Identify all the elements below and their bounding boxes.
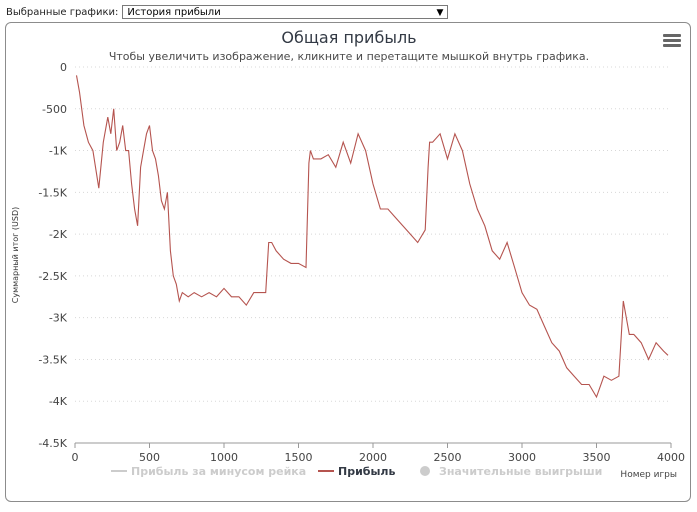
chart-selector-bar: Выбранные графики: История прибыли ▼ <box>6 4 449 20</box>
x-tick-label: 2000 <box>359 451 387 464</box>
legend-item-label[interactable]: Прибыль <box>338 465 395 478</box>
legend-item-label[interactable]: Значительные выигрыши <box>439 465 602 478</box>
chart-subtitle: Чтобы увеличить изображение, кликните и … <box>108 50 590 63</box>
hamburger-menu-icon[interactable] <box>663 34 681 48</box>
x-tick-label: 4000 <box>657 451 685 464</box>
x-tick-label: 0 <box>72 451 79 464</box>
y-tick-label: -500 <box>42 103 67 116</box>
chart-panel: Общая прибыль Чтобы увеличить изображени… <box>5 22 691 502</box>
y-axis-title: Суммарный итог (USD) <box>11 207 20 304</box>
x-axis-title: Номер игры <box>620 470 677 480</box>
legend-item-label[interactable]: Прибыль за минусом рейка <box>131 465 306 478</box>
y-tick-label: -1K <box>49 145 68 158</box>
y-tick-label: -2.5K <box>38 270 67 283</box>
chart-svg[interactable]: 0 -500 -1K -1.5K -2K -2.5K -3K -3.5K -4K -4.5K 0 50… <box>6 23 692 503</box>
x-tick-label: 3500 <box>583 451 611 464</box>
x-tick-label: 1000 <box>210 451 238 464</box>
chart-title: Общая прибыль <box>281 28 417 47</box>
y-tick-label: -2K <box>49 228 68 241</box>
x-tick-label: 500 <box>139 451 160 464</box>
x-tick-label: 3000 <box>508 451 536 464</box>
x-tick-label: 2500 <box>434 451 462 464</box>
y-tick-label: -3K <box>49 312 68 325</box>
legend-symbol <box>420 466 430 476</box>
chart-select[interactable]: История прибыли ▼ <box>122 5 449 19</box>
x-tick-label: 1500 <box>285 451 313 464</box>
y-tick-label: 0 <box>60 61 67 74</box>
chevron-down-icon: ▼ <box>436 8 444 18</box>
profit-series-line <box>75 75 669 399</box>
chart-select-value: История прибыли <box>127 7 221 18</box>
y-tick-label: -3.5K <box>38 353 67 366</box>
y-tick-label: -4.5K <box>38 437 67 450</box>
y-tick-label: -1.5K <box>38 186 67 199</box>
chart-selector-label: Выбранные графики: <box>6 6 119 18</box>
y-tick-label: -4K <box>49 395 68 408</box>
